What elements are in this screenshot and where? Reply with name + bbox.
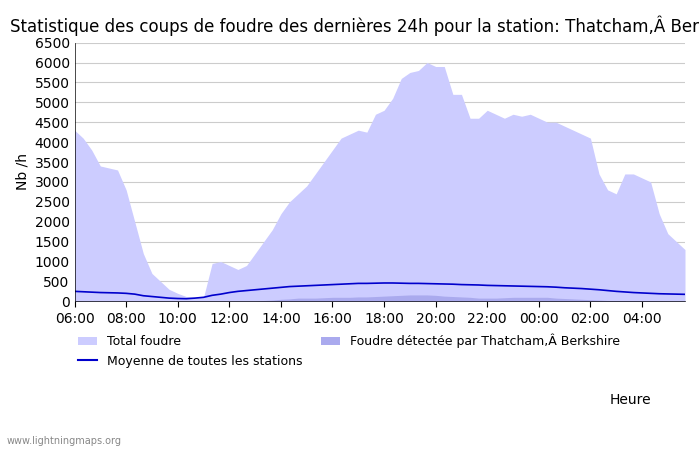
Text: Heure: Heure — [610, 393, 651, 407]
Legend: Total foudre, Moyenne de toutes les stations, Foudre détectée par Thatcham,Â Ber: Total foudre, Moyenne de toutes les stat… — [74, 329, 625, 373]
Y-axis label: Nb /h: Nb /h — [15, 153, 29, 190]
Text: www.lightningmaps.org: www.lightningmaps.org — [7, 436, 122, 446]
Title: Statistique des coups de foudre des dernières 24h pour la station: Thatcham,Â Be: Statistique des coups de foudre des dern… — [10, 15, 700, 36]
